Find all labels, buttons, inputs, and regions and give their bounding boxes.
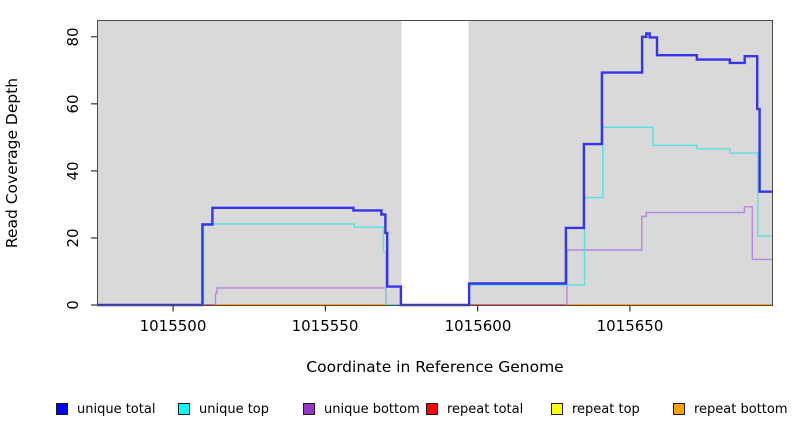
- series-line-unique-top: [469, 126, 773, 286]
- axis-ticks: [91, 36, 631, 312]
- y-tick-60: 60: [64, 94, 82, 113]
- unique-top-swatch-icon: [178, 403, 190, 415]
- series-line-unique-total: [97, 32, 773, 307]
- repeat-total-swatch-icon: [426, 403, 438, 415]
- legend-item-unique-total: unique total: [56, 399, 155, 419]
- y-tick-80: 80: [64, 27, 82, 46]
- y-tick-20: 20: [64, 228, 82, 247]
- unique-total-swatch-icon: [56, 403, 68, 415]
- legend-label: repeat bottom: [694, 401, 788, 417]
- series-line-unique-top: [97, 223, 401, 306]
- legend-item-repeat-total: repeat total: [426, 399, 523, 419]
- legend-item-unique-top: unique top: [178, 399, 269, 419]
- legend-label: repeat top: [572, 401, 640, 417]
- legend-label: unique total: [77, 401, 156, 417]
- legend-item-repeat-bottom: repeat bottom: [673, 399, 788, 419]
- x-tick-1015550: 1015550: [292, 317, 359, 335]
- y-tick-40: 40: [64, 161, 82, 180]
- plot-border: [97, 20, 773, 306]
- unique-bottom-swatch-icon: [303, 403, 315, 415]
- x-axis-title: Coordinate in Reference Genome: [306, 358, 563, 376]
- legend-item-unique-bottom: unique bottom: [303, 399, 420, 419]
- coverage-chart: 0 20 40 60 80 1015500 1015550 1015600 10…: [3, 20, 773, 376]
- legend: unique total unique top unique bottom re…: [0, 399, 792, 421]
- y-tick-0: 0: [64, 300, 82, 310]
- plot-panel: [97, 20, 773, 305]
- x-tick-1015650: 1015650: [597, 317, 664, 335]
- masked-region: [401, 21, 469, 305]
- repeat-top-swatch-icon: [551, 403, 563, 415]
- x-tick-1015600: 1015600: [445, 317, 512, 335]
- legend-label: unique bottom: [324, 401, 420, 417]
- x-tick-1015500: 1015500: [140, 317, 207, 335]
- legend-item-repeat-top: repeat top: [551, 399, 640, 419]
- legend-label: unique top: [199, 401, 270, 417]
- repeat-bottom-swatch-icon: [673, 403, 685, 415]
- legend-label: repeat total: [447, 401, 524, 417]
- y-axis-title: Read Coverage Depth: [3, 78, 21, 248]
